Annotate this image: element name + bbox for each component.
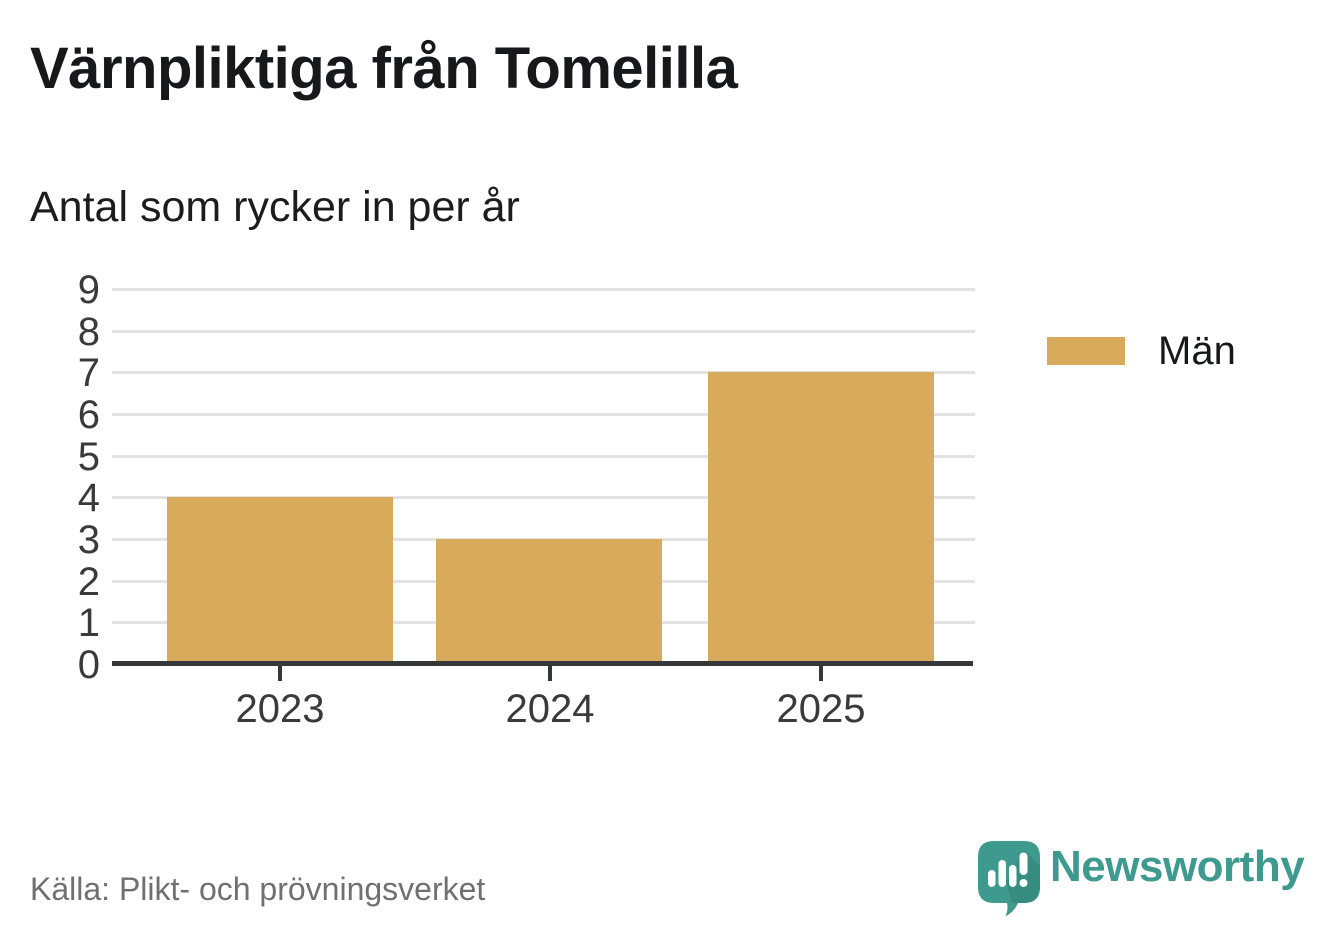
exclamation-icon xyxy=(1019,852,1028,887)
chart-subtitle: Antal som rycker in per år xyxy=(30,183,520,231)
y-gridline-7 xyxy=(112,371,975,375)
x-axis-line xyxy=(112,661,973,666)
y-tick-label-4: 4 xyxy=(77,476,100,521)
newsworthy-wordmark: Newsworthy xyxy=(1050,842,1305,891)
newsworthy-logo-icon xyxy=(978,841,1040,917)
y-gridline-8 xyxy=(112,329,975,333)
y-gridline-9 xyxy=(112,288,975,291)
bubble-shadow xyxy=(1006,850,1040,903)
x-tick-2025 xyxy=(819,666,823,681)
legend-swatch-man xyxy=(1047,337,1125,365)
chart-title: Värnpliktiga från Tomelilla xyxy=(30,36,738,101)
y-tick-label-2: 2 xyxy=(77,559,100,604)
y-tick-label-6: 6 xyxy=(77,393,100,437)
y-tick-label-8: 8 xyxy=(77,309,100,354)
y-gridline-6 xyxy=(112,413,975,416)
y-tick-label-1: 1 xyxy=(77,601,100,646)
bar-2024 xyxy=(436,539,662,661)
x-tick-label-2024: 2024 xyxy=(505,687,595,731)
source-note: Källa: Plikt- och prövningsverket xyxy=(30,871,486,907)
bar-2023 xyxy=(167,497,393,661)
y-tick-label-3: 3 xyxy=(77,518,100,562)
x-tick-label-2023: 2023 xyxy=(235,687,325,731)
legend-label-man: Män xyxy=(1158,329,1236,373)
y-tick-label-0: 0 xyxy=(77,643,100,687)
y-gridline-5 xyxy=(112,454,975,458)
x-tick-label-2025: 2025 xyxy=(776,687,866,731)
legend: Män xyxy=(1047,331,1236,371)
y-gridline-4 xyxy=(112,496,975,500)
mini-bar-chart-icon xyxy=(988,860,1017,887)
newsworthy-logo: Newsworthy xyxy=(978,841,1305,919)
x-tick-2024 xyxy=(548,666,552,681)
y-tick-label-7: 7 xyxy=(77,351,100,396)
y-tick-label-9: 9 xyxy=(77,268,100,312)
bar-2025 xyxy=(708,372,934,661)
y-tick-label-5: 5 xyxy=(77,434,100,479)
x-tick-2023 xyxy=(278,666,282,681)
